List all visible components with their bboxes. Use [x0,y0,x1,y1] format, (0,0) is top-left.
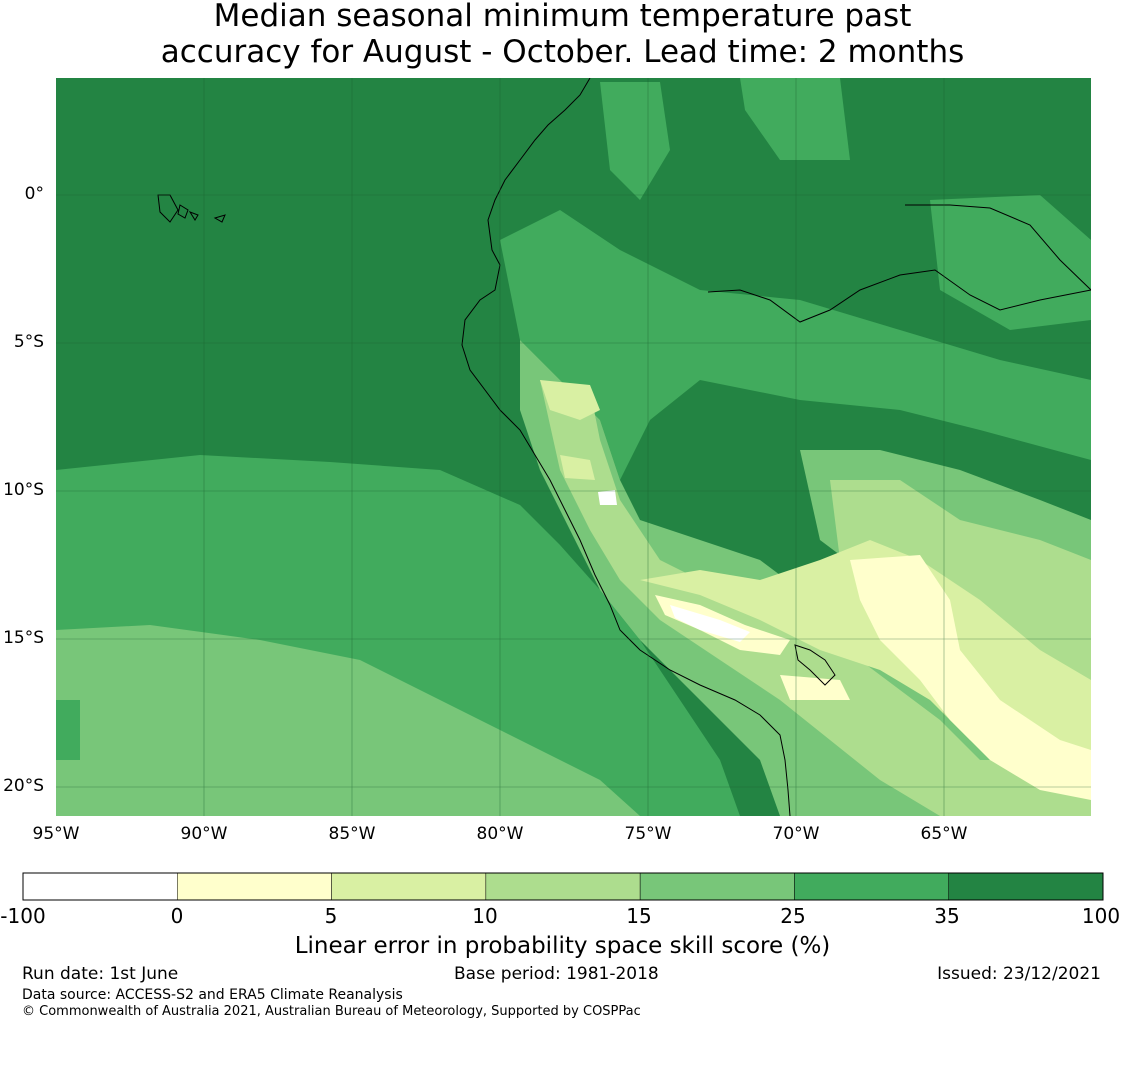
lake-titicaca [794,644,836,686]
map-title-line-1: Median seasonal minimum temperature past [213,0,912,34]
score-region-negative [598,490,750,642]
river-amazon [707,204,1091,323]
colorbar-segment-4 [639,872,795,901]
colorbar-segment-5 [794,872,949,901]
colorbar-tick-neg100: -100 [0,904,46,928]
lon-tick-90w: 90°W [180,824,228,844]
graticule [56,78,1091,816]
colorbar-segment-2 [331,872,487,901]
colorbar-tick-35: 35 [934,904,960,928]
copyright: © Commonwealth of Australia 2021, Austra… [22,1004,641,1019]
lon-tick-95w: 95°W [32,824,80,844]
colorbar-segment-1 [177,872,332,901]
lon-tick-75w: 75°W [624,824,672,844]
colorbar-tick-100: 100 [1081,904,1121,928]
colorbar-label: Linear error in probability space skill … [294,933,831,959]
colorbar-tick-10: 10 [472,904,498,928]
score-region-5-10-andes-north [540,380,600,480]
lat-tick-0: 0° [24,184,44,204]
issued-date: Issued: 23/12/2021 [937,964,1101,984]
lon-tick-70w: 70°W [772,824,820,844]
map-title-line-2: accuracy for August - October. Lead time… [160,34,965,70]
colorbar-tick-5: 5 [324,904,338,928]
colorbar-tick-15: 15 [626,904,652,928]
run-date: Run date: 1st June [22,964,179,984]
score-region-25-35-land-north [600,78,1091,330]
lat-tick-10s: 10°S [3,480,44,500]
lat-tick-15s: 15°S [3,628,44,648]
colorbar-tick-25: 25 [780,904,806,928]
score-region-15-25-ocean [56,625,640,816]
lat-tick-20s: 20°S [3,776,44,796]
lon-tick-85w: 85°W [328,824,376,844]
lon-tick-80w: 80°W [476,824,524,844]
score-region-0-5-altiplano [655,555,1091,800]
data-source: Data source: ACCESS-S2 and ERA5 Climate … [22,987,403,1003]
lat-tick-5s: 5°S [13,332,44,352]
colorbar-segment-0 [22,872,178,901]
colorbar-segment-6 [948,872,1104,901]
score-region-25-35-southwest [56,700,80,760]
colorbar-segment-3 [485,872,641,901]
lon-tick-65w: 65°W [920,824,968,844]
colorbar-tick-0: 0 [170,904,184,928]
base-period: Base period: 1981-2018 [454,964,659,984]
galapagos-islands [157,194,226,223]
